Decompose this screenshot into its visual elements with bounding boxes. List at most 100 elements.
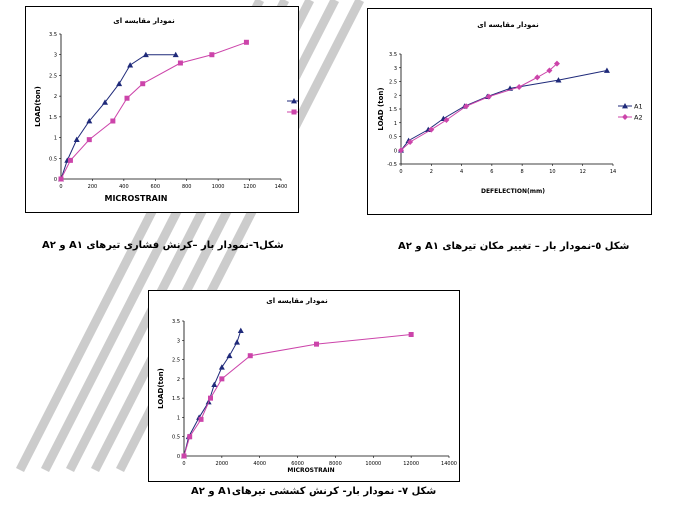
data-point-a1 xyxy=(127,62,134,68)
y-tick-label: 2.5 xyxy=(389,80,397,86)
data-point-a2 xyxy=(546,67,553,74)
x-axis-label: MICROSTRAIN xyxy=(104,194,167,203)
data-point-a2 xyxy=(407,139,414,145)
figure-5-chart: نمودار مقایسه ای-0.500.511.522.533.50 2 4 6… xyxy=(377,21,643,195)
data-point-a2 xyxy=(485,93,492,100)
y-tick-label: 2 xyxy=(177,377,180,383)
data-point-a2 xyxy=(516,84,523,90)
legend-marker-a2 xyxy=(622,114,628,120)
data-point-a2 xyxy=(314,341,319,347)
data-point-a1 xyxy=(86,118,93,124)
y-tick-label: 2 xyxy=(394,93,397,99)
data-point-a2 xyxy=(463,103,470,110)
data-point-a2 xyxy=(534,74,541,81)
x-tick-label: 1200 xyxy=(243,184,256,190)
data-point-a2 xyxy=(443,117,450,123)
y-tick-label: 2.5 xyxy=(49,73,57,79)
data-point-a2 xyxy=(177,60,183,66)
series-line-a1 xyxy=(60,54,176,180)
x-tick-label: 6000 xyxy=(291,461,304,467)
data-point-a2 xyxy=(187,434,193,440)
data-point-a1 xyxy=(142,51,149,58)
y-tick-label: 3 xyxy=(177,338,180,344)
series-line-a2 xyxy=(60,41,247,180)
x-tick-label: 600 xyxy=(151,184,161,190)
y-tick-label: -0.5 xyxy=(387,162,397,168)
data-point-a2 xyxy=(86,137,92,143)
y-axis-label: LOAD (ton) xyxy=(377,87,385,130)
x-tick-label: 12 xyxy=(580,169,586,175)
figure-7-caption: شکل ۷- نمودار بار- کرنش کششی تیرهایA١ و … xyxy=(191,486,437,497)
data-point-a1 xyxy=(234,339,240,345)
figure-6-caption: شکل٦-نمودار بار –کرنش فشاری تیرهای A١ و … xyxy=(42,240,284,251)
x-axis-label: MICROSTRAIN xyxy=(287,467,334,474)
y-tick-label: 1.5 xyxy=(389,107,397,113)
y-tick-label: 3 xyxy=(394,66,397,72)
y-tick-label: 3.5 xyxy=(172,319,180,325)
x-tick-label: 200 xyxy=(88,184,98,190)
x-tick-label: 0 xyxy=(182,461,185,467)
x-tick-label: 8000 xyxy=(329,461,342,467)
legend-marker-a1 xyxy=(291,98,297,104)
legend-label-a2: A2 xyxy=(634,114,643,122)
figure-7-chart: نمودار مقایسه ای 0 0.5 1 1.5 2 2.5 3 3.5 0 2000 400… xyxy=(157,297,457,474)
data-point-a2 xyxy=(67,157,73,163)
data-point-a2 xyxy=(219,376,225,382)
y-tick-label: 2.5 xyxy=(172,358,180,364)
data-point-a2 xyxy=(428,126,435,133)
data-point-a2 xyxy=(553,60,560,67)
series-line-a1 xyxy=(400,70,608,151)
figure-6-chart: نمودار مقایسه ای 0 0.5 1 1.5 2 2.5 3 3.5 0 200 400 6… xyxy=(34,17,298,203)
data-point-a1 xyxy=(226,352,233,359)
x-tick-label: 0 xyxy=(59,184,62,190)
figure-7-frame: نمودار مقایسه ای 0 0.5 1 1.5 2 2.5 3 3.5 0 2000 400… xyxy=(148,290,460,482)
data-point-a2 xyxy=(181,453,187,459)
y-tick-label: 1.5 xyxy=(49,115,57,121)
chart-title: نمودار مقایسه ای xyxy=(477,21,539,29)
legend-label-a1: A1 xyxy=(634,103,643,111)
data-point-a2 xyxy=(140,81,146,87)
data-point-a2 xyxy=(408,332,414,337)
x-tick-label: 12000 xyxy=(403,461,419,467)
figure-5-caption: شکل ٥-نمودار بار – تغییر مکان تیرهای A١ … xyxy=(398,241,630,252)
legend-marker-a2 xyxy=(291,109,297,115)
chart-title: نمودار مقایسه ای xyxy=(113,17,175,25)
y-tick-label: 1 xyxy=(394,121,397,127)
x-tick-label: 14 xyxy=(610,169,616,175)
x-tick-label: 1400 xyxy=(275,184,288,190)
x-tick-label: 10000 xyxy=(365,461,381,467)
y-tick-label: 1 xyxy=(177,415,180,421)
y-tick-label: 0 xyxy=(54,177,57,183)
y-tick-label: 0 xyxy=(177,454,180,460)
y-axis-label: LOAD(ton) xyxy=(34,86,42,127)
data-point-a2 xyxy=(198,416,204,422)
y-tick-label: 0.5 xyxy=(389,135,397,141)
series-line-a2 xyxy=(183,334,412,457)
x-tick-label: 4 xyxy=(460,169,463,175)
y-tick-label: 3 xyxy=(54,53,57,59)
figure-6-frame: نمودار مقایسه ای 0 0.5 1 1.5 2 2.5 3 3.5 0 200 400 6… xyxy=(25,6,299,213)
data-point-a1 xyxy=(73,136,80,143)
data-point-a2 xyxy=(209,52,215,58)
data-point-a2 xyxy=(110,118,116,124)
x-tick-label: 10 xyxy=(549,169,555,175)
y-tick-label: 0 xyxy=(394,148,397,154)
data-point-a2 xyxy=(58,176,64,182)
y-tick-label: 1 xyxy=(54,136,57,142)
x-tick-label: 0 xyxy=(399,169,402,175)
x-tick-label: 4000 xyxy=(253,461,266,467)
y-tick-label: 0.5 xyxy=(49,156,57,162)
x-tick-label: 8 xyxy=(521,169,524,175)
y-tick-label: 0.5 xyxy=(172,435,180,441)
series-line-a2 xyxy=(400,63,558,151)
data-point-a1 xyxy=(102,99,108,105)
x-tick-label: 800 xyxy=(182,184,192,190)
x-tick-label: 1000 xyxy=(212,184,225,190)
data-point-a2 xyxy=(247,353,253,359)
data-point-a1 xyxy=(172,51,179,58)
x-axis-label: DEFELECTION(mm) xyxy=(481,188,545,195)
y-tick-label: 1.5 xyxy=(172,396,180,402)
data-point-a1 xyxy=(218,364,225,370)
data-point-a1 xyxy=(555,77,562,83)
data-point-a1 xyxy=(603,67,610,73)
